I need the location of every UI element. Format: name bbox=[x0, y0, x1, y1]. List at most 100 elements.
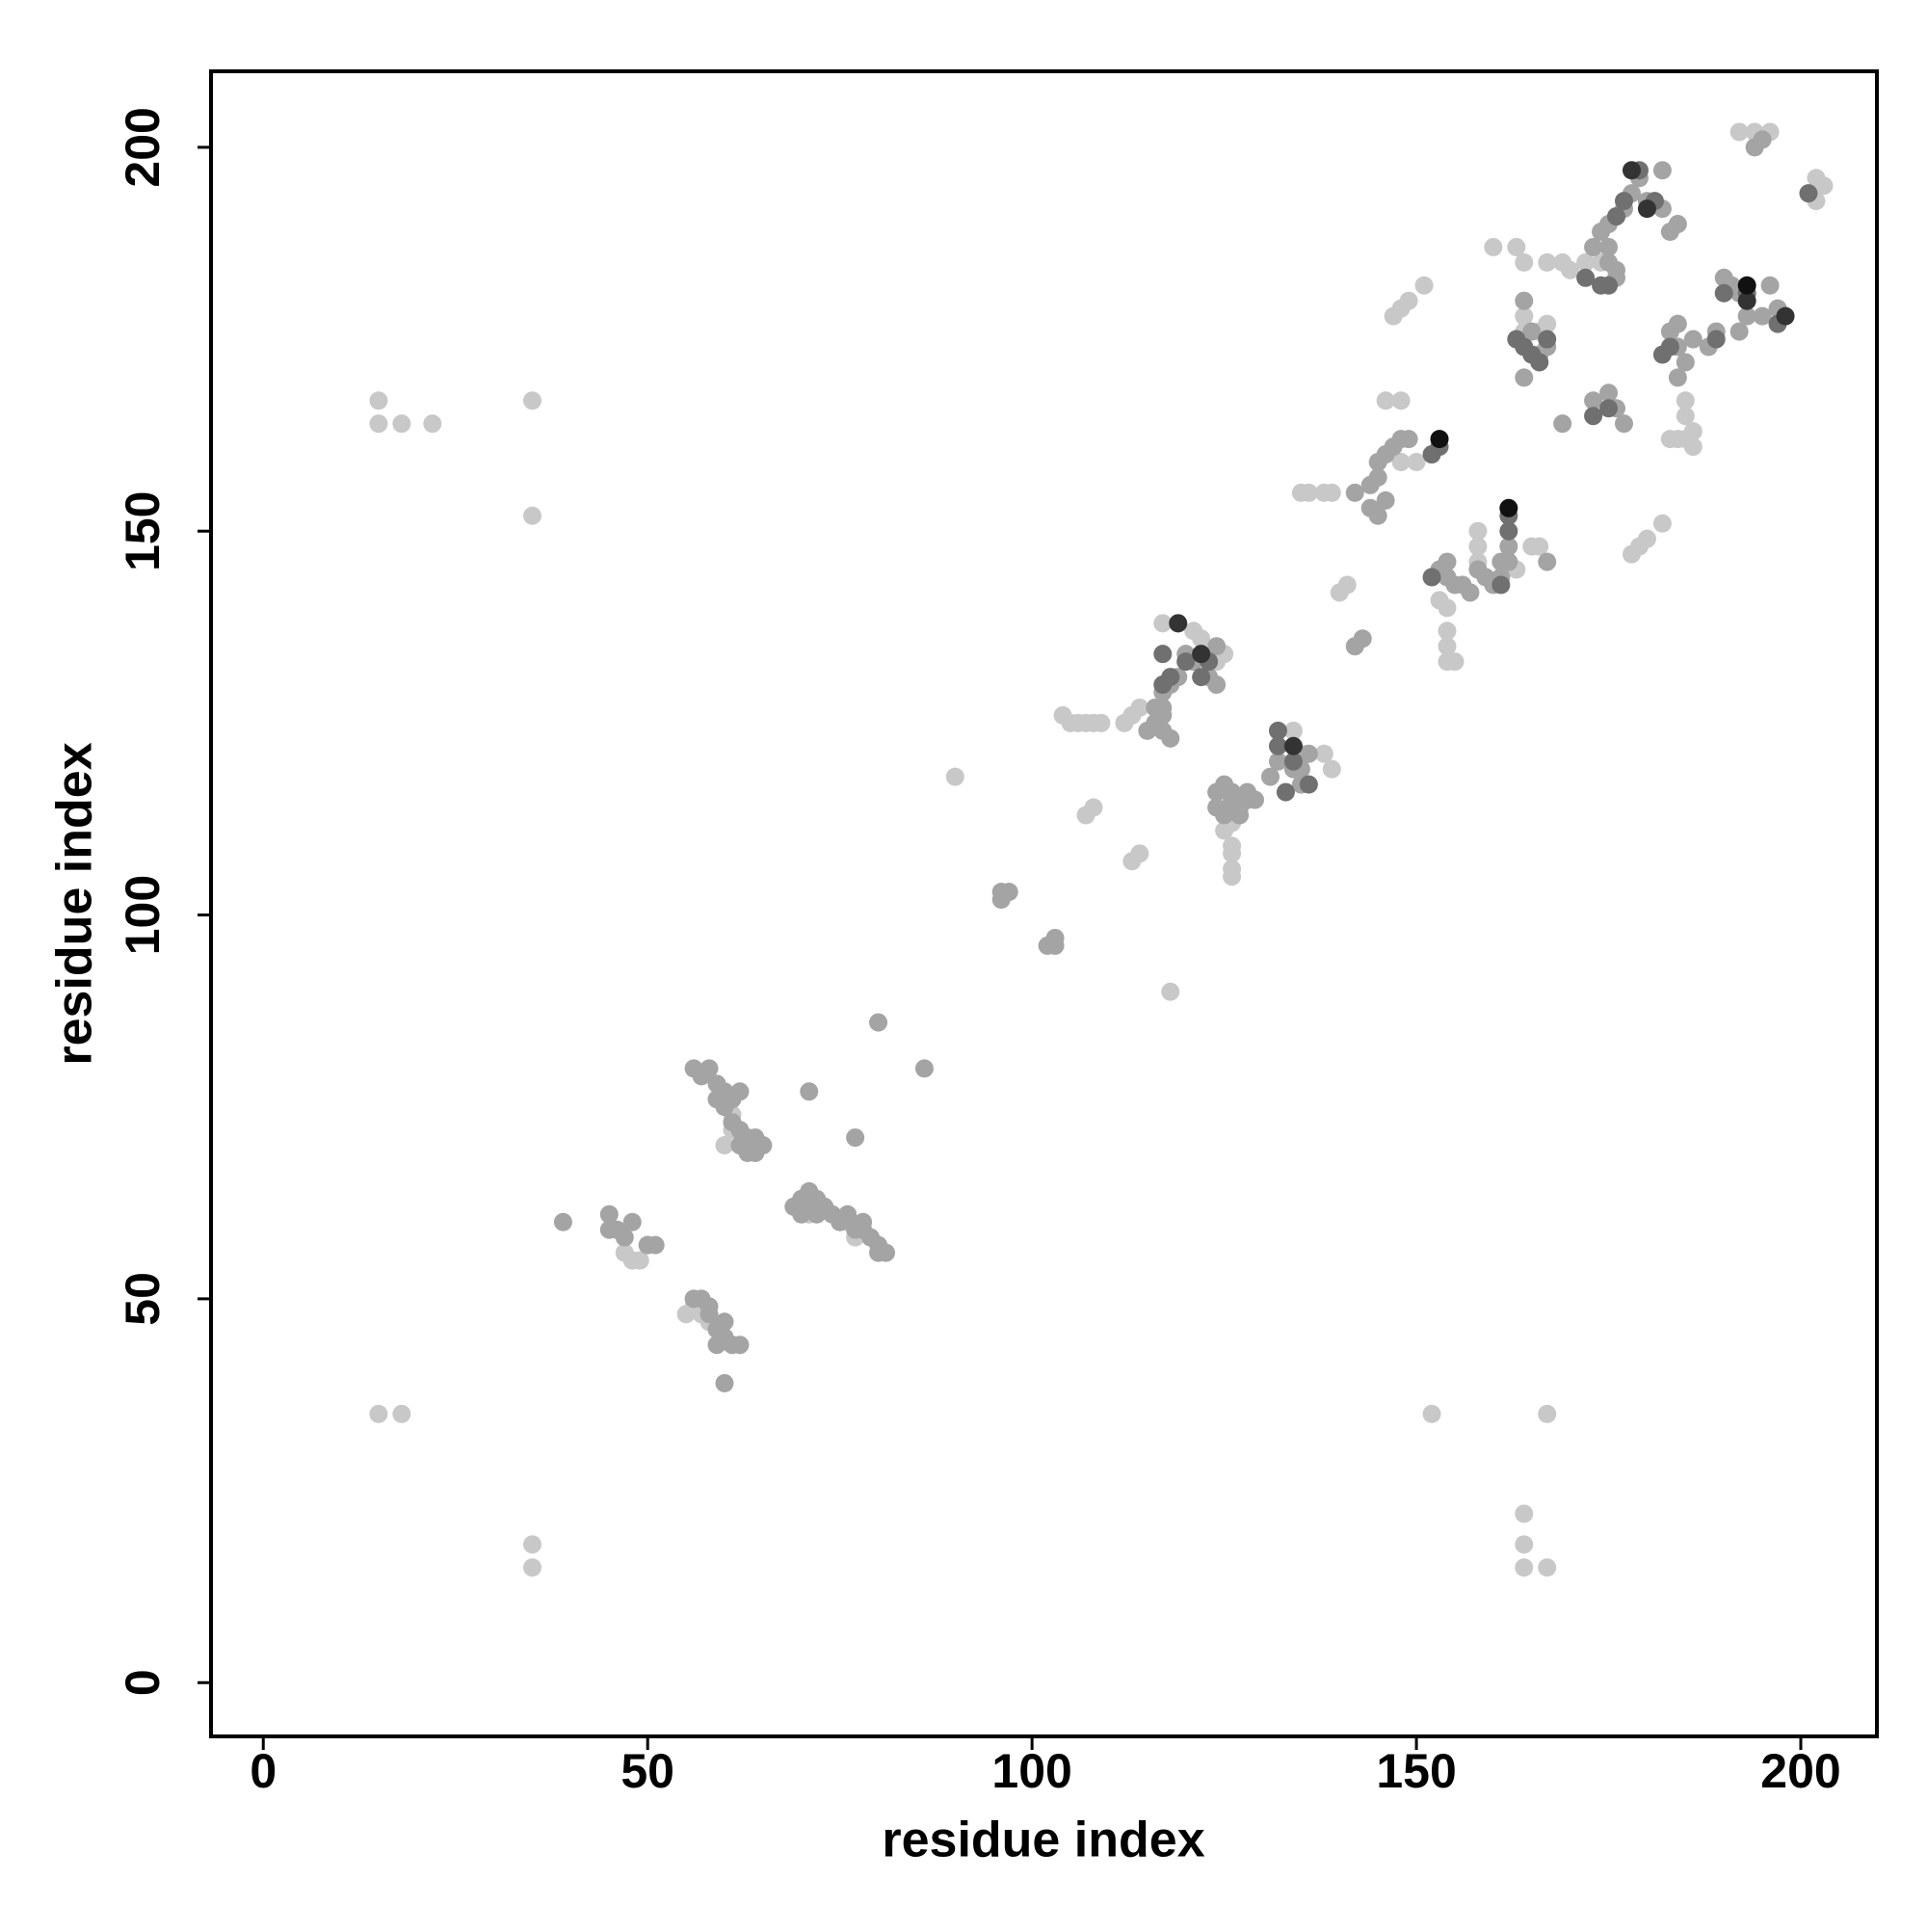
contact-point bbox=[1729, 122, 1749, 142]
contact-point bbox=[1399, 291, 1418, 310]
contact-point bbox=[1153, 614, 1173, 633]
contact-point bbox=[1499, 537, 1518, 556]
contact-point bbox=[1192, 645, 1211, 664]
y-tick-label: 50 bbox=[116, 1272, 170, 1326]
contact-point bbox=[1268, 721, 1287, 740]
contact-point bbox=[1230, 806, 1250, 825]
contact-point bbox=[1584, 237, 1603, 256]
contact-point bbox=[392, 414, 411, 434]
contact-point bbox=[1461, 583, 1480, 602]
contact-point bbox=[1276, 782, 1295, 802]
contact-point bbox=[1192, 668, 1211, 687]
contact-point bbox=[1215, 806, 1234, 825]
contact-point bbox=[1192, 629, 1211, 648]
contact-point bbox=[838, 1204, 858, 1224]
contact-point bbox=[1092, 713, 1111, 732]
contact-point bbox=[1538, 1558, 1557, 1577]
contact-point bbox=[1260, 767, 1280, 786]
contact-point bbox=[1607, 207, 1626, 226]
contact-point bbox=[1391, 391, 1411, 410]
contact-point bbox=[1368, 506, 1387, 525]
contact-point bbox=[1414, 276, 1434, 295]
contact-point bbox=[1668, 368, 1687, 387]
contact-point bbox=[1468, 537, 1488, 556]
contact-point bbox=[1561, 260, 1580, 279]
contact-point bbox=[1223, 782, 1242, 802]
contact-point bbox=[1153, 675, 1173, 695]
contact-point bbox=[1314, 744, 1333, 763]
contact-point bbox=[914, 1059, 934, 1078]
contact-point bbox=[1368, 467, 1387, 487]
contact-point bbox=[1299, 483, 1318, 502]
contact-point bbox=[1337, 575, 1357, 595]
contact-point bbox=[1283, 721, 1303, 740]
contact-point bbox=[1207, 675, 1227, 695]
contact-point bbox=[1652, 161, 1672, 180]
contact-point bbox=[1745, 138, 1764, 157]
contact-point bbox=[1322, 483, 1341, 502]
contact-point bbox=[1491, 575, 1511, 595]
contact-point bbox=[1760, 276, 1780, 295]
contact-point bbox=[1153, 645, 1173, 664]
contact-point bbox=[1515, 1558, 1534, 1577]
contact-point bbox=[1161, 982, 1180, 1001]
contact-point bbox=[1515, 1535, 1534, 1554]
contact-point bbox=[1283, 736, 1303, 755]
contact-point bbox=[800, 1082, 819, 1101]
contact-point bbox=[1345, 483, 1364, 502]
contact-point bbox=[869, 1013, 888, 1032]
contact-point bbox=[1676, 430, 1695, 449]
contact-point bbox=[1353, 629, 1372, 648]
contact-point bbox=[1484, 237, 1503, 256]
contact-point bbox=[1399, 430, 1418, 449]
contact-point bbox=[1576, 252, 1596, 272]
contact-point bbox=[1729, 322, 1749, 341]
contact-point bbox=[1045, 936, 1065, 955]
contact-point bbox=[523, 391, 542, 410]
contact-point bbox=[1223, 860, 1242, 879]
contact-point bbox=[1130, 698, 1149, 717]
contact-point bbox=[630, 1251, 649, 1270]
contact-point bbox=[1515, 252, 1534, 272]
contact-point bbox=[1614, 192, 1633, 211]
x-axis-label: residue index bbox=[882, 1813, 1204, 1868]
contact-point bbox=[1776, 306, 1795, 326]
contact-point bbox=[1223, 836, 1242, 856]
contact-point bbox=[1676, 407, 1695, 426]
contact-point bbox=[392, 1404, 411, 1423]
contact-point bbox=[1599, 399, 1619, 418]
contact-point bbox=[1161, 728, 1180, 748]
contact-point bbox=[1538, 1404, 1557, 1423]
contact-point bbox=[1584, 391, 1603, 410]
contact-point bbox=[1652, 514, 1672, 533]
contact-point bbox=[1515, 291, 1534, 310]
contact-point bbox=[1176, 652, 1196, 672]
contact-point bbox=[1507, 237, 1526, 256]
contact-point bbox=[1422, 568, 1441, 587]
contact-point bbox=[715, 1136, 734, 1155]
contact-point bbox=[1445, 652, 1465, 672]
x-tick-label: 150 bbox=[1376, 1744, 1456, 1798]
contact-point bbox=[1807, 169, 1826, 188]
contact-point bbox=[523, 506, 542, 525]
contact-point bbox=[1238, 782, 1257, 802]
contact-point bbox=[1668, 215, 1687, 234]
contact-point bbox=[1499, 552, 1518, 571]
contact-point bbox=[523, 1558, 542, 1577]
contact-point bbox=[1553, 414, 1572, 434]
contact-point bbox=[1130, 844, 1149, 863]
y-tick-label: 150 bbox=[116, 490, 170, 570]
contact-point bbox=[1407, 453, 1426, 472]
contact-point bbox=[1737, 306, 1756, 326]
contact-point bbox=[1499, 521, 1518, 541]
y-tick-label: 100 bbox=[116, 875, 170, 955]
contact-point bbox=[1530, 353, 1549, 372]
contact-point bbox=[1515, 368, 1534, 387]
contact-point bbox=[1299, 775, 1318, 794]
contact-point bbox=[1522, 322, 1542, 341]
contact-point bbox=[1538, 552, 1557, 571]
contact-point bbox=[1169, 614, 1188, 633]
contact-point bbox=[1660, 337, 1679, 357]
